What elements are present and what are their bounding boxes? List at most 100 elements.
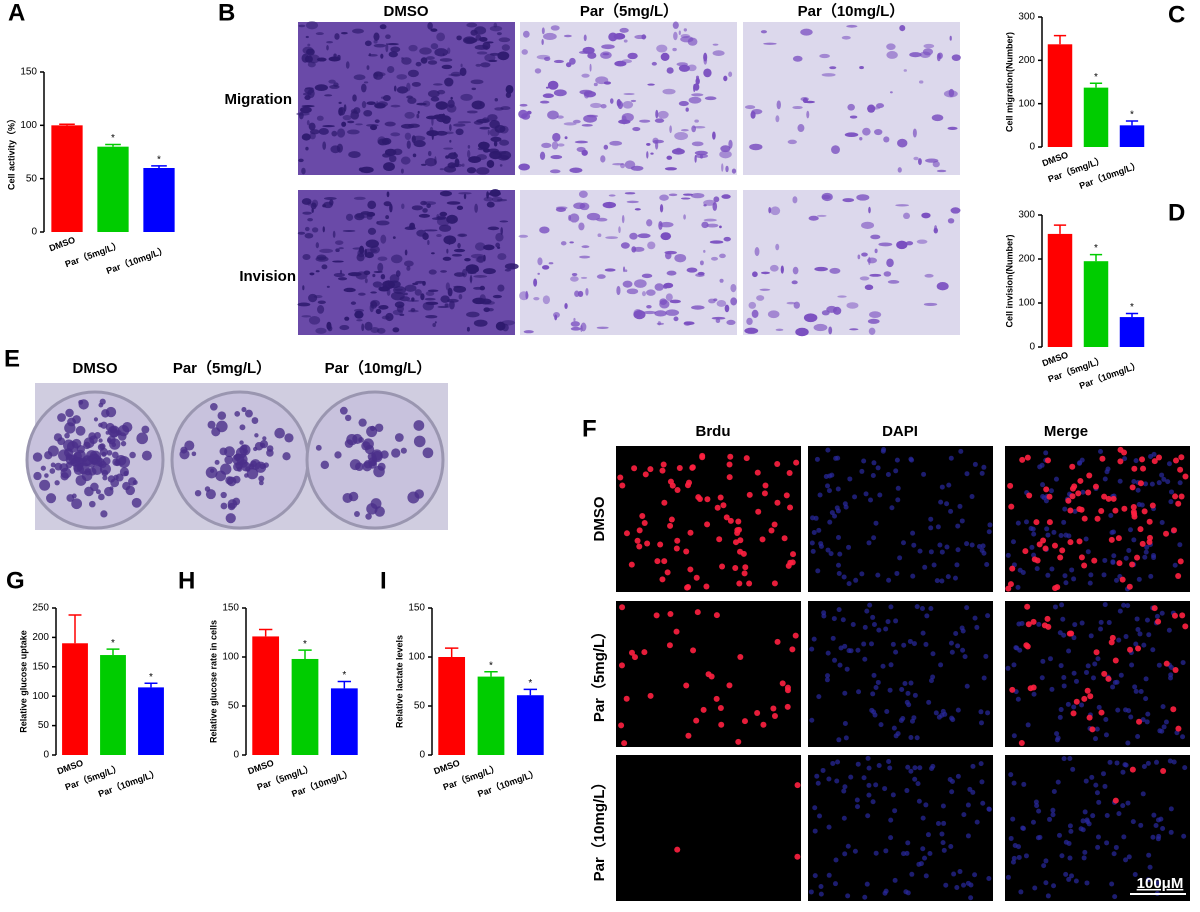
image-texture [1066, 876, 1072, 882]
image-texture [115, 455, 127, 466]
image-texture [427, 60, 438, 65]
image-texture [1036, 808, 1042, 814]
image-texture [82, 455, 93, 466]
image-texture [328, 79, 336, 84]
error-bar [1053, 34, 1067, 45]
image-texture [497, 284, 505, 292]
image-texture [884, 709, 890, 715]
image-texture [100, 510, 108, 518]
image-texture [1111, 851, 1117, 857]
image-texture [500, 227, 503, 235]
image-texture [1100, 771, 1106, 777]
image-texture [302, 253, 311, 261]
image-texture [129, 451, 136, 459]
image-texture [862, 127, 871, 136]
image [808, 446, 993, 592]
image-texture [604, 268, 616, 272]
image-texture [712, 43, 719, 46]
image-texture [311, 208, 314, 213]
image-texture [916, 239, 928, 244]
image-texture [553, 311, 560, 318]
image-texture [353, 107, 361, 115]
image-texture [821, 310, 830, 316]
image-texture [406, 299, 420, 302]
image-texture [587, 114, 599, 118]
image-texture [91, 464, 103, 476]
image-texture [385, 34, 391, 40]
image-texture [913, 156, 919, 161]
image-texture [905, 840, 911, 846]
y-tick-label: 150 [20, 67, 37, 78]
image-texture [1045, 572, 1051, 578]
image-texture [985, 710, 991, 716]
image-texture [821, 73, 836, 77]
bar [438, 657, 466, 755]
image-texture [302, 211, 312, 215]
image-texture [646, 219, 653, 227]
bar [1119, 317, 1145, 347]
image-texture [1054, 584, 1061, 591]
image-texture [305, 146, 309, 151]
image-texture [647, 83, 655, 86]
image-texture [1021, 781, 1027, 787]
bar [1119, 125, 1145, 147]
image-texture [1070, 766, 1076, 772]
image-texture [338, 101, 342, 104]
image-texture [899, 687, 905, 693]
image-texture [1133, 688, 1139, 694]
image-texture [916, 798, 922, 804]
image-texture [939, 549, 945, 555]
image-texture [636, 543, 643, 550]
image-texture [829, 66, 837, 70]
image-texture [458, 293, 463, 300]
image-texture [1177, 542, 1183, 548]
image-texture [719, 563, 726, 570]
image-texture [650, 152, 654, 155]
image-texture [1120, 769, 1126, 775]
image-texture [467, 145, 471, 149]
image-texture [1108, 639, 1115, 646]
image-texture [1112, 657, 1119, 664]
image-texture [304, 87, 314, 90]
image-texture [608, 194, 616, 197]
image-texture [674, 487, 681, 494]
image-texture [964, 541, 970, 547]
image-texture [518, 234, 529, 238]
image-texture [657, 110, 669, 119]
image-texture [1166, 627, 1172, 633]
panel-letter: I [380, 567, 387, 594]
image-texture [759, 536, 766, 543]
image-texture [1081, 855, 1087, 861]
image-texture [1139, 456, 1146, 463]
image-texture [974, 819, 980, 825]
image-texture [846, 544, 852, 550]
image-texture [630, 99, 637, 103]
image-texture [1153, 823, 1159, 829]
image-texture [416, 113, 420, 119]
image-texture [1126, 708, 1132, 714]
image-texture [358, 437, 364, 443]
image-texture [1062, 506, 1068, 512]
image-texture [673, 31, 678, 41]
image-texture [1163, 660, 1170, 667]
image-texture [446, 298, 459, 303]
image-texture [690, 647, 697, 654]
image-texture [298, 158, 304, 163]
image-texture [659, 467, 666, 474]
significance: * [1094, 243, 1098, 254]
image-texture [1148, 454, 1154, 460]
image-texture [357, 292, 366, 296]
image-texture [1155, 880, 1161, 886]
image-texture [912, 692, 918, 698]
image-texture [1129, 662, 1135, 668]
image-texture [390, 104, 401, 108]
image-texture [910, 573, 916, 579]
image-texture [683, 214, 686, 220]
image-texture [1150, 647, 1156, 653]
image [743, 22, 960, 175]
image-texture [1114, 760, 1120, 766]
image-texture [979, 470, 985, 476]
image-texture [460, 93, 473, 101]
image-texture [1160, 704, 1166, 710]
image-texture [683, 548, 690, 555]
